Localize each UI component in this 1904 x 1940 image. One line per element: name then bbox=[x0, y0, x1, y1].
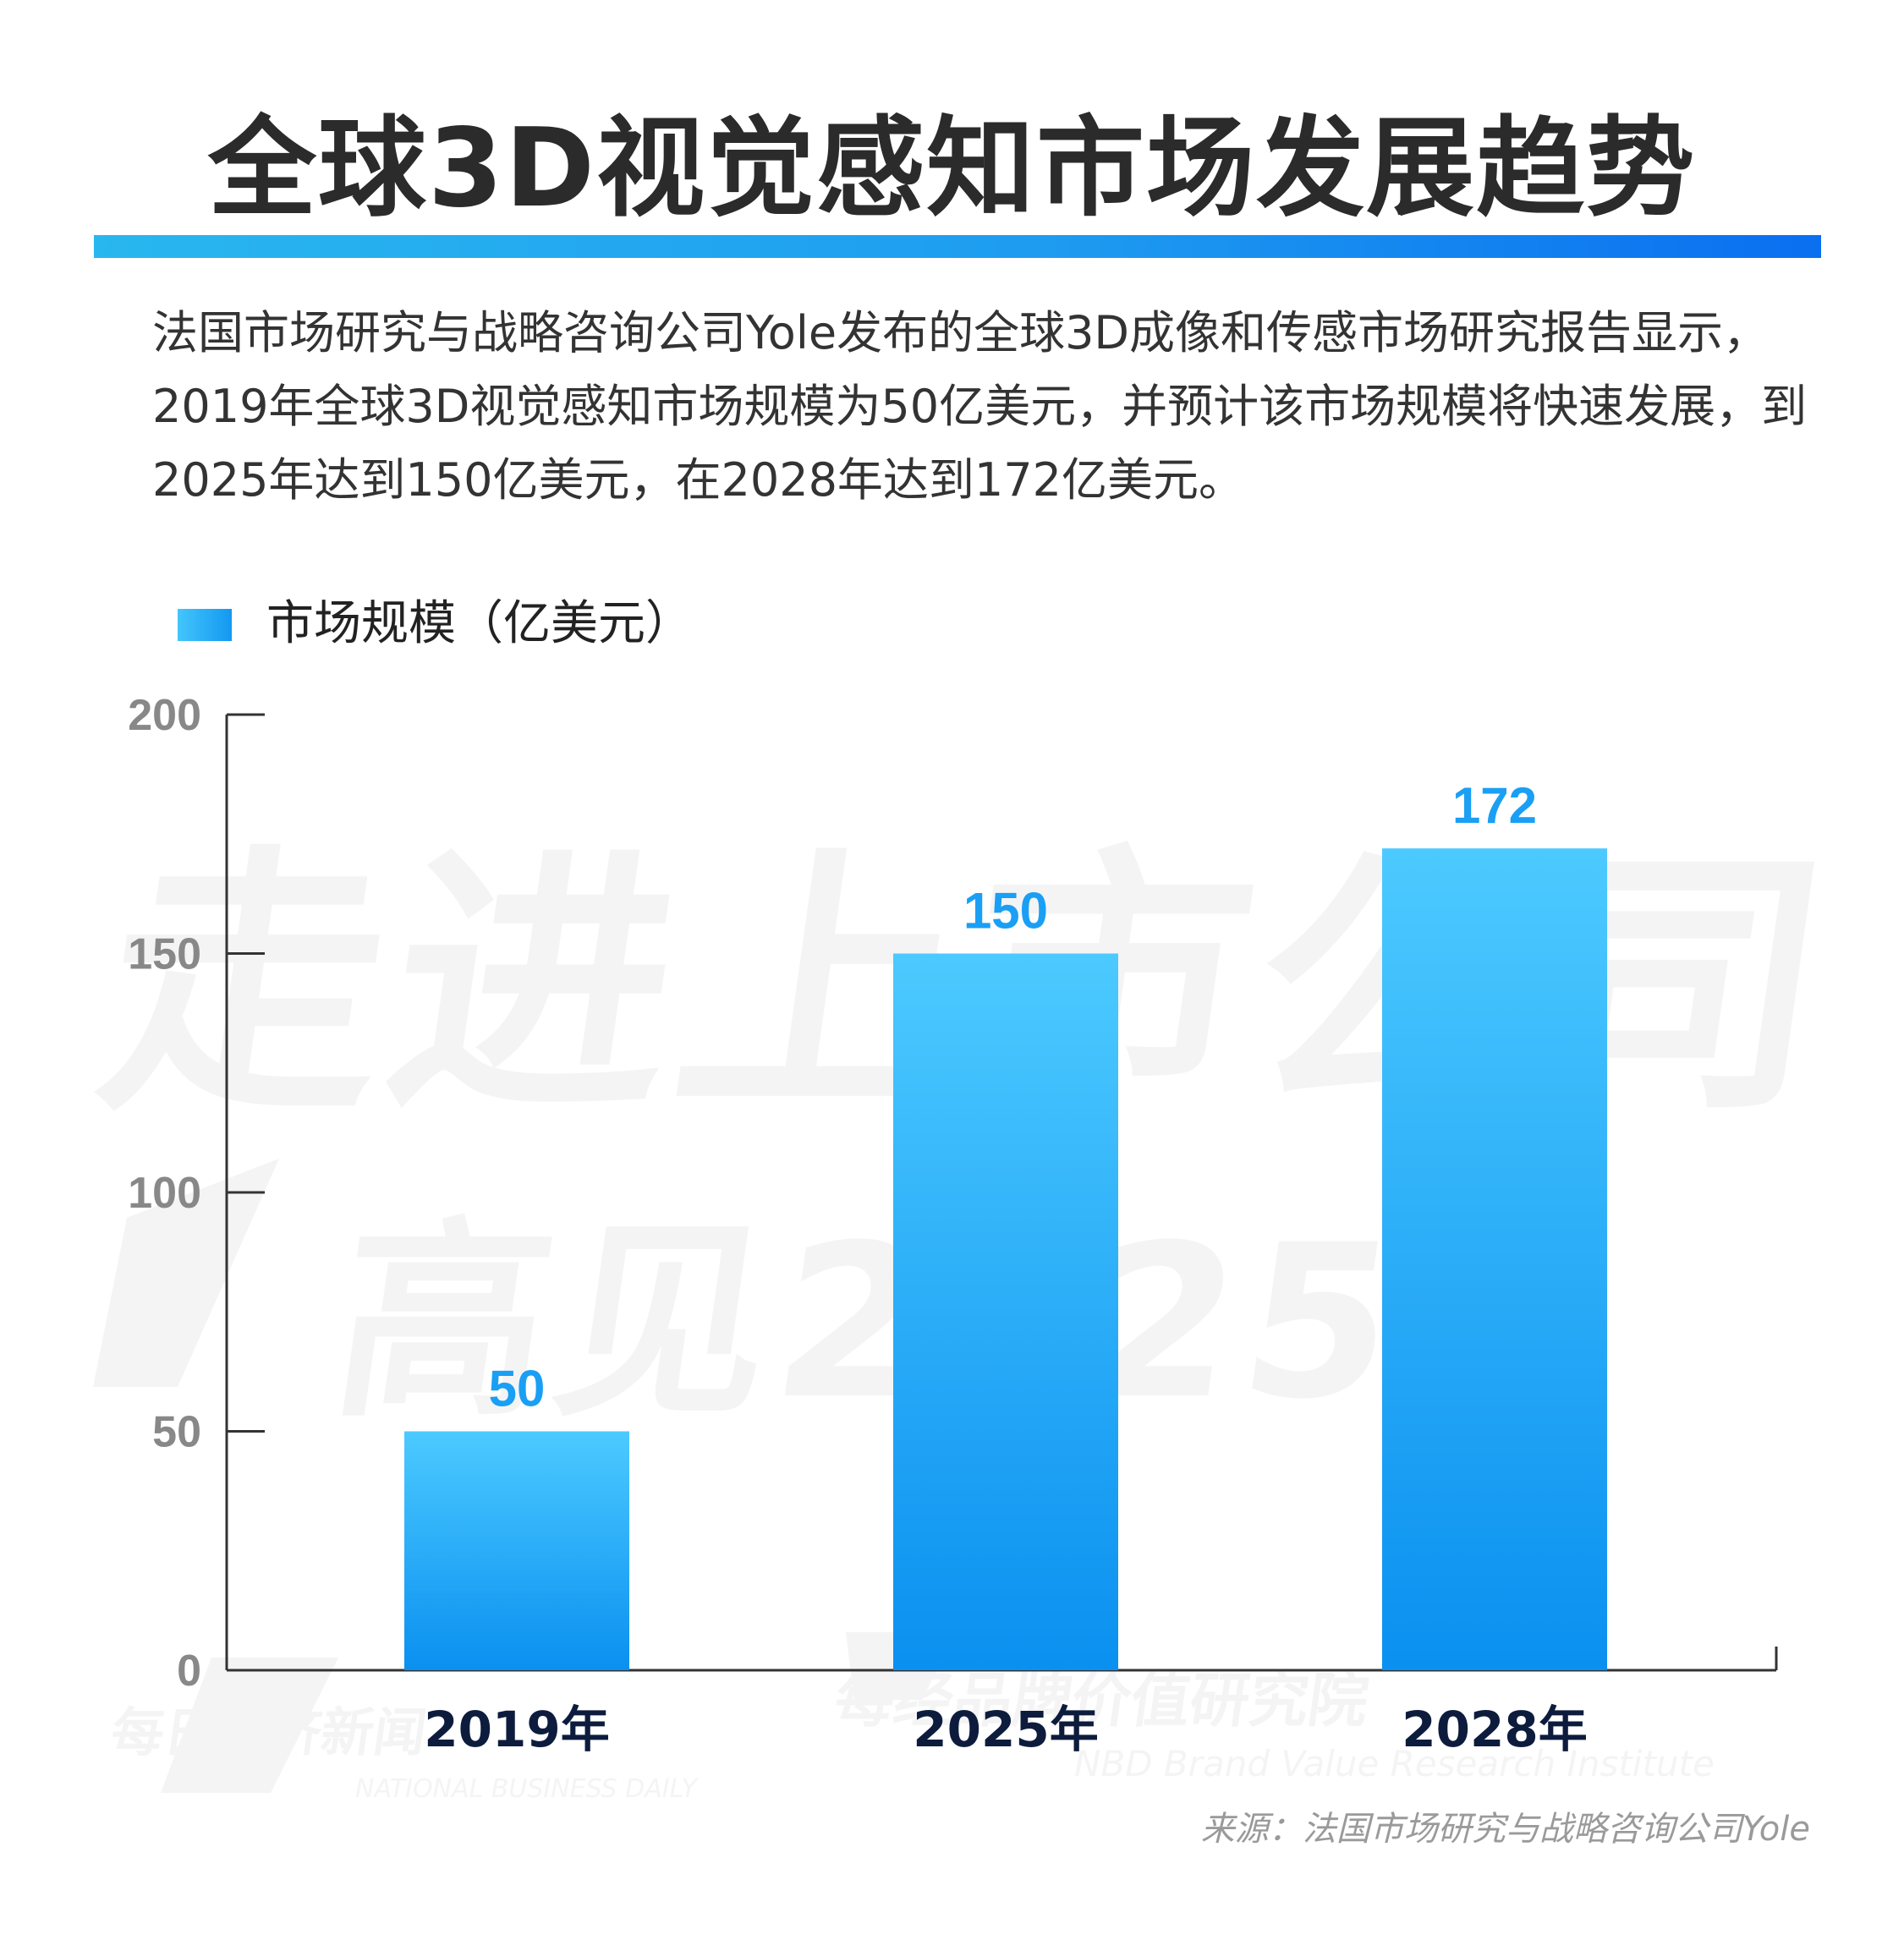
bars bbox=[404, 848, 1607, 1670]
bar bbox=[893, 953, 1118, 1670]
bar bbox=[1382, 848, 1607, 1670]
bar-value-label: 150 bbox=[963, 883, 1048, 940]
page-title: 全球3D视觉感知市场发展趋势 bbox=[207, 106, 1697, 232]
bar bbox=[404, 1431, 629, 1670]
y-tick-label: 0 bbox=[177, 1647, 201, 1696]
title-divider bbox=[94, 235, 1821, 258]
bar-value-label: 172 bbox=[1452, 777, 1537, 834]
intro-paragraph: 法国市场研究与战略咨询公司Yole发布的全球3D成像和传感市场研究报告显示，20… bbox=[152, 306, 1808, 507]
y-tick-label: 200 bbox=[128, 691, 201, 740]
y-tick-label: 50 bbox=[152, 1408, 201, 1457]
y-tick-label: 150 bbox=[128, 930, 201, 979]
bar-value-label: 50 bbox=[489, 1361, 546, 1417]
x-tick-label: 2028年 bbox=[1402, 1701, 1587, 1758]
x-tick-label: 2019年 bbox=[424, 1701, 609, 1758]
legend-label: 市场规模（亿美元） bbox=[266, 596, 693, 651]
labels: 50 2019年 150 2025年 172 2028年 bbox=[424, 777, 1587, 1758]
y-tick-label: 100 bbox=[128, 1169, 201, 1218]
x-tick-label: 2025年 bbox=[913, 1701, 1098, 1758]
legend-swatch bbox=[178, 609, 232, 641]
source-note: 来源：法国市场研究与战略咨询公司Yole bbox=[1200, 1810, 1810, 1849]
